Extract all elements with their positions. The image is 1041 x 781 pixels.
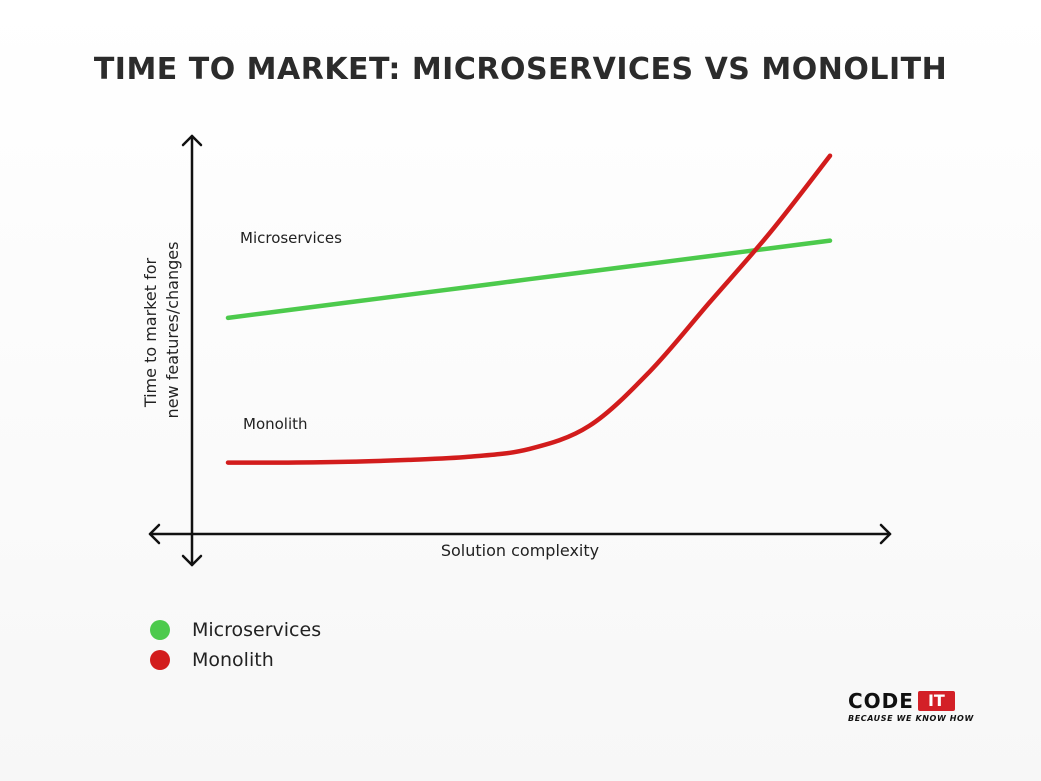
series-line-monolith: [225, 153, 833, 465]
legend-swatch-monolith: [150, 650, 170, 670]
annotation-monolith: Monolith: [243, 415, 308, 433]
legend-label-microservices: Microservices: [192, 619, 322, 641]
series-layer: [225, 153, 833, 465]
y-axis-label: Time to market for new features/changes: [141, 242, 182, 419]
x-axis-arrow-right: [879, 523, 892, 545]
x-axis-arrow-left: [148, 523, 161, 545]
legend-item-monolith: Monolith: [150, 645, 321, 675]
series-line-microservices: [225, 238, 833, 321]
logo-tagline: BECAUSE WE KNOW HOW: [848, 714, 974, 723]
y-axis-label-line-2: new features/changes: [163, 242, 182, 419]
legend-swatch-microservices: [150, 620, 170, 640]
y-axis-arrow-bottom: [181, 554, 203, 567]
brand-logo: CODE IT BECAUSE WE KNOW HOW: [848, 690, 988, 723]
y-axis-label-line-1: Time to market for: [141, 258, 160, 409]
axes: [148, 134, 892, 567]
legend: Microservices Monolith: [150, 615, 321, 675]
chart-title: TIME TO MARKET: MICROSERVICES VS MONOLIT…: [93, 52, 948, 87]
logo-word: CODE: [848, 689, 914, 713]
legend-label-monolith: Monolith: [192, 649, 274, 671]
y-axis-arrow-top: [181, 134, 203, 147]
x-axis-label: Solution complexity: [441, 541, 599, 560]
legend-item-microservices: Microservices: [150, 615, 321, 645]
annotation-microservices: Microservices: [240, 229, 342, 247]
logo-badge: IT: [917, 691, 955, 711]
